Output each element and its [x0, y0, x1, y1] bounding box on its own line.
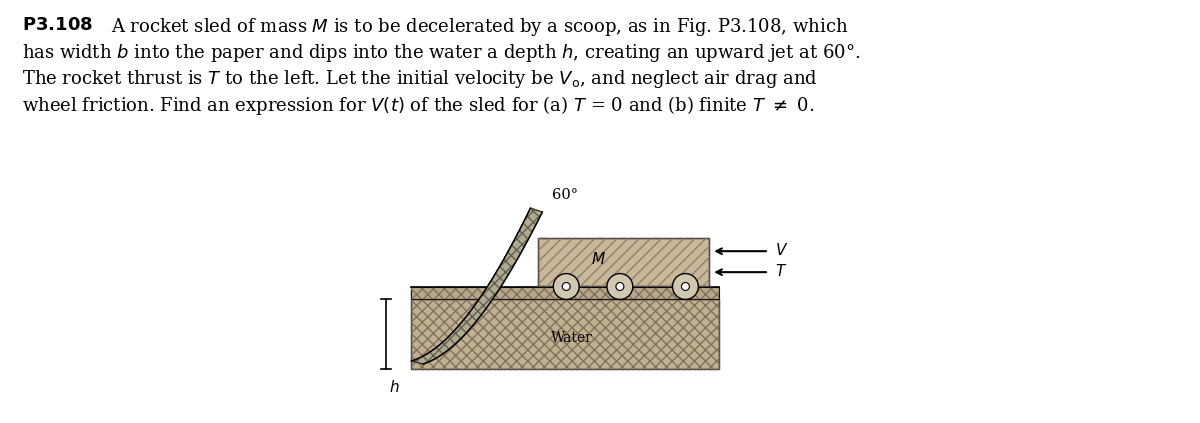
Text: $M$: $M$ — [590, 251, 606, 267]
Bar — [412, 288, 719, 299]
Polygon shape — [412, 208, 542, 364]
Text: 60°: 60° — [552, 188, 578, 202]
Text: $T$: $T$ — [775, 263, 787, 279]
Text: $V$: $V$ — [775, 242, 788, 258]
Circle shape — [553, 274, 580, 299]
Circle shape — [672, 274, 698, 299]
Bar — [539, 238, 709, 286]
Text: The rocket thrust is $T$ to the left. Let the initial velocity be $V_\mathrm{o}$: The rocket thrust is $T$ to the left. Le… — [22, 68, 817, 90]
Text: wheel friction. Find an expression for $V(t)$ of the sled for (a) $T$ = 0 and (b: wheel friction. Find an expression for $… — [22, 94, 815, 117]
Circle shape — [563, 283, 570, 291]
Text: has width $b$ into the paper and dips into the water a depth $h$, creating an up: has width $b$ into the paper and dips in… — [22, 42, 860, 64]
Bar — [412, 299, 719, 369]
Circle shape — [682, 283, 690, 291]
Circle shape — [607, 274, 632, 299]
Bar — [412, 299, 719, 369]
Bar — [539, 238, 709, 286]
Text: Water: Water — [551, 331, 593, 345]
Text: $h$: $h$ — [389, 379, 400, 395]
Text: A rocket sled of mass $M$ is to be decelerated by a scoop, as in Fig. P3.108, wh: A rocket sled of mass $M$ is to be decel… — [112, 16, 848, 38]
Text: $\mathbf{P3.108}$: $\mathbf{P3.108}$ — [22, 16, 92, 34]
Circle shape — [616, 283, 624, 291]
Bar — [412, 288, 719, 299]
